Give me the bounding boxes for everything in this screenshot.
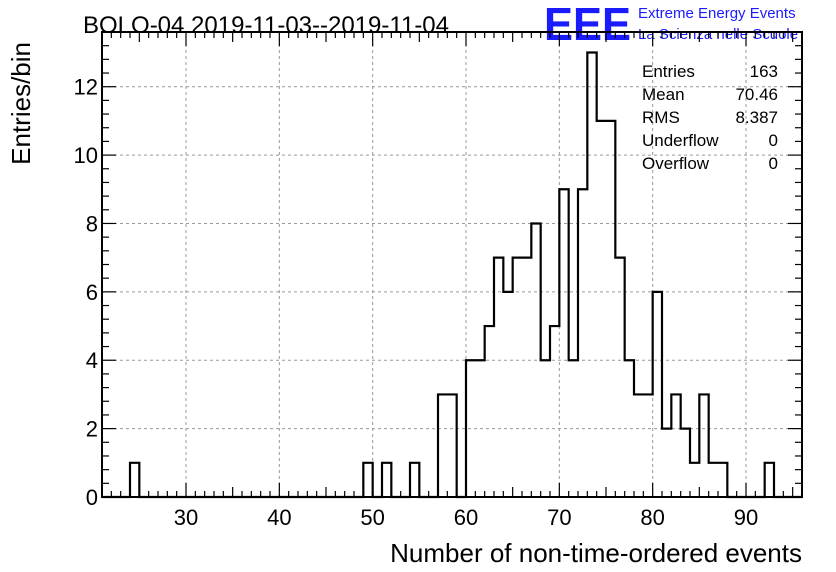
histogram-series	[102, 51, 802, 499]
histogram-bar	[671, 394, 680, 497]
histogram-bar	[662, 429, 671, 497]
stats-label: Underflow	[642, 131, 719, 150]
histogram-bar	[503, 292, 512, 497]
histogram-bar	[447, 394, 456, 497]
histogram-bar	[643, 394, 652, 497]
histogram-bar	[559, 189, 568, 497]
histogram-bar	[699, 394, 708, 497]
stats-label: Overflow	[642, 154, 710, 173]
histogram-bar	[363, 463, 372, 497]
x-tick-label: 40	[267, 505, 291, 530]
histogram-bar	[130, 463, 139, 497]
stats-box: Entries 163 Mean 70.46 RMS 8.387 Underflow 0 Ove…	[642, 62, 778, 173]
histogram-bar	[765, 463, 774, 497]
histogram-bar	[382, 463, 391, 497]
histogram-bar	[494, 258, 503, 497]
stats-value: 0	[769, 154, 778, 173]
histogram-bar	[615, 258, 624, 497]
chart-title: BOLO-04 2019-11-03--2019-11-04	[83, 12, 449, 39]
y-tick-label: 6	[86, 280, 98, 305]
histogram-bar	[522, 258, 531, 497]
x-axis-title: Number of non-time-ordered events	[390, 538, 802, 568]
stats-value: 70.46	[735, 85, 778, 104]
logo-line1: Extreme Energy Events	[638, 5, 796, 22]
histogram-bar	[513, 258, 522, 497]
x-tick-label: 50	[360, 505, 384, 530]
histogram-bar	[485, 326, 494, 497]
stats-label: Mean	[642, 85, 685, 104]
histogram-bar	[587, 53, 596, 497]
y-tick-label: 10	[74, 143, 98, 168]
eee-logo: EEE Extreme Energy Events La Scienza nel…	[544, 0, 798, 50]
histogram-bar	[410, 463, 419, 497]
x-tick-label: 30	[174, 505, 198, 530]
x-tick-label: 90	[734, 505, 758, 530]
stats-label: Entries	[642, 62, 695, 81]
histogram-bar	[653, 292, 662, 497]
histogram-bar	[718, 463, 727, 497]
histogram-bar	[550, 326, 559, 497]
grid-lines	[102, 32, 802, 497]
y-tick-label: 8	[86, 211, 98, 236]
histogram-bar	[578, 189, 587, 497]
histogram-bar	[709, 463, 718, 497]
y-tick-label: 4	[86, 348, 98, 373]
histogram-bar	[634, 394, 643, 497]
y-tick-label: 0	[86, 485, 98, 510]
logo-letters: EEE	[544, 0, 631, 50]
plot-frame	[101, 31, 803, 498]
histogram-bar	[606, 121, 615, 497]
x-tick-label: 80	[640, 505, 664, 530]
histogram-bar	[438, 394, 447, 497]
stats-value: 0	[769, 131, 778, 150]
histogram-outline	[102, 51, 802, 499]
histogram-bar	[597, 121, 606, 497]
histogram-bar	[690, 463, 699, 497]
y-axis-title: Entries/bin	[6, 42, 36, 165]
stats-value: 163	[750, 62, 778, 81]
x-tick-label: 70	[547, 505, 571, 530]
histogram-bar	[681, 429, 690, 497]
stats-value: 8.387	[735, 108, 778, 127]
y-tick-label: 2	[86, 417, 98, 442]
y-tick-label: 12	[74, 75, 98, 100]
x-tick-label: 60	[454, 505, 478, 530]
stats-label: RMS	[642, 108, 680, 127]
axes: 30 40 50 60 70 80 90 0 2 4 6 8 10 12	[74, 31, 803, 530]
